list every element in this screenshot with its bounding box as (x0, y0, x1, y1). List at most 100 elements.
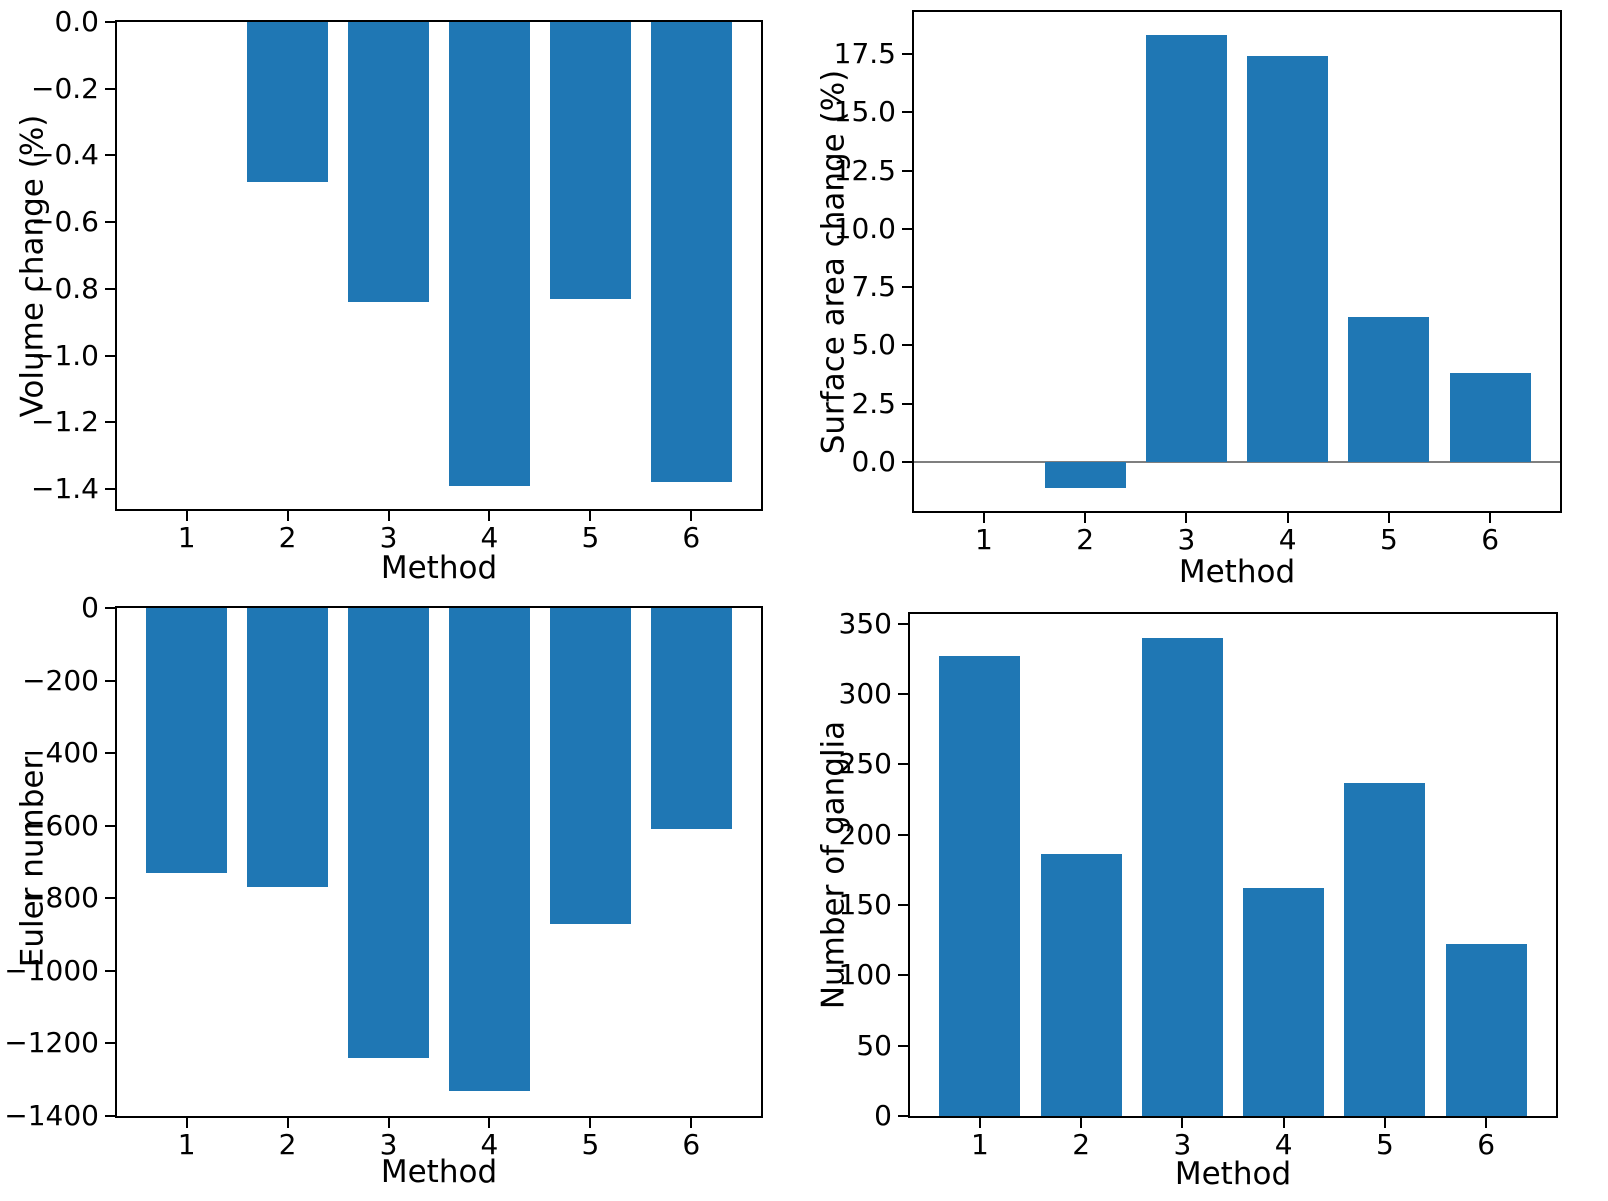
x-tick-mark (1080, 1118, 1083, 1128)
x-tick-label: 1 (177, 521, 196, 554)
y-tick-mark (902, 461, 912, 464)
y-tick-mark (105, 824, 115, 827)
x-tick-mark (690, 511, 693, 521)
x-tick-mark (185, 1118, 188, 1128)
axes-number-of-ganglia (908, 612, 1558, 1118)
y-tick-mark (105, 752, 115, 755)
x-tick-mark (1282, 1118, 1285, 1128)
y-tick-label: 2.5 (851, 386, 896, 420)
y-tick-label: 200 (838, 817, 892, 851)
y-tick-mark (105, 487, 115, 490)
bar-method-1 (939, 656, 1021, 1116)
x-tick-mark (1185, 513, 1188, 523)
y-tick-label: −0.4 (31, 138, 99, 172)
y-tick-label: 50 (856, 1028, 892, 1062)
x-axis-label-method: Method (1174, 1156, 1292, 1192)
x-tick-label: 6 (682, 521, 701, 554)
y-tick-label: 12.5 (833, 153, 896, 187)
bar-method-3 (1145, 35, 1227, 463)
x-tick-label: 4 (480, 521, 499, 554)
bar-method-6 (650, 608, 732, 830)
y-tick-mark (902, 286, 912, 289)
y-tick-mark (898, 833, 908, 836)
bar-method-4 (449, 22, 530, 486)
y-tick-label: −1.4 (31, 471, 99, 505)
y-tick-label: −1400 (4, 1099, 99, 1132)
y-tick-mark (105, 87, 115, 90)
y-tick-mark (902, 402, 912, 405)
x-tick-mark (1387, 513, 1390, 523)
axes-euler-number (115, 606, 763, 1118)
x-tick-label: 2 (1076, 523, 1095, 556)
y-tick-mark (105, 897, 115, 900)
x-tick-mark (589, 1118, 592, 1128)
y-tick-label: 0 (81, 591, 99, 624)
x-tick-mark (1383, 1118, 1386, 1128)
bar-method-2 (1040, 854, 1122, 1116)
y-tick-mark (105, 421, 115, 424)
y-tick-label: 0.0 (851, 445, 896, 479)
y-tick-label: 350 (838, 606, 892, 640)
bar-method-3 (1141, 637, 1223, 1116)
y-tick-mark (105, 354, 115, 357)
x-tick-label: 4 (1274, 1128, 1293, 1161)
y-tick-label: −1.0 (31, 338, 99, 372)
bar-method-4 (1243, 888, 1325, 1116)
x-tick-label: 3 (1173, 1128, 1192, 1161)
bar-method-5 (550, 22, 631, 299)
bar-method-5 (1344, 782, 1426, 1116)
bar-method-2 (1044, 462, 1126, 488)
y-tick-mark (898, 1115, 908, 1117)
x-tick-label: 5 (1379, 523, 1398, 556)
x-tick-label: 4 (1278, 523, 1297, 556)
x-tick-mark (982, 513, 985, 523)
subplot-number-of-ganglia: Number of ganglia Method 350 300 250 200 150… (804, 600, 1608, 1201)
y-tick-mark (105, 21, 115, 23)
y-tick-label: 250 (838, 747, 892, 781)
x-tick-mark (1489, 513, 1492, 523)
x-tick-mark (978, 1118, 981, 1128)
y-tick-label: 150 (838, 888, 892, 922)
x-tick-label: 3 (379, 1128, 398, 1161)
axes-surface-area-change (912, 10, 1562, 513)
y-tick-mark (902, 227, 912, 230)
y-tick-label: 7.5 (851, 270, 896, 304)
y-tick-label: −0.8 (31, 271, 99, 305)
bar-method-5 (550, 608, 631, 924)
y-tick-mark (898, 622, 908, 625)
y-tick-label: −800 (22, 881, 99, 915)
x-tick-label: 5 (1375, 1128, 1394, 1161)
y-tick-label: 10.0 (833, 211, 896, 245)
x-tick-label: 6 (1481, 523, 1500, 556)
x-tick-label: 4 (480, 1128, 499, 1161)
x-axis-label-method: Method (380, 1154, 498, 1190)
y-tick-mark (105, 607, 115, 609)
x-tick-label: 1 (970, 1128, 989, 1161)
y-tick-mark (898, 763, 908, 766)
x-tick-label: 2 (278, 521, 297, 554)
y-tick-label: 5.0 (851, 328, 896, 362)
x-tick-label: 5 (581, 521, 600, 554)
x-tick-mark (185, 511, 188, 521)
y-tick-label: 0.0 (54, 5, 99, 38)
y-tick-label: −400 (22, 736, 99, 770)
x-tick-mark (286, 511, 289, 521)
x-tick-mark (387, 511, 390, 521)
x-tick-mark (286, 1118, 289, 1128)
x-tick-mark (387, 1118, 390, 1128)
x-tick-label: 3 (379, 521, 398, 554)
y-tick-label: 100 (838, 958, 892, 992)
bar-method-4 (1247, 56, 1329, 463)
y-tick-label: −1.2 (31, 405, 99, 439)
bar-method-2 (247, 608, 328, 888)
y-tick-mark (902, 52, 912, 55)
x-tick-mark (589, 511, 592, 521)
x-tick-mark (488, 511, 491, 521)
subplot-volume-change: Volume change (%) Method 0.0 −0.2 −0.4 −0.6… (0, 0, 804, 600)
y-tick-mark (898, 904, 908, 907)
axes-volume-change (115, 20, 763, 511)
x-axis-label-method: Method (380, 550, 498, 586)
x-tick-mark (1485, 1118, 1488, 1128)
y-tick-label: −0.6 (31, 205, 99, 239)
